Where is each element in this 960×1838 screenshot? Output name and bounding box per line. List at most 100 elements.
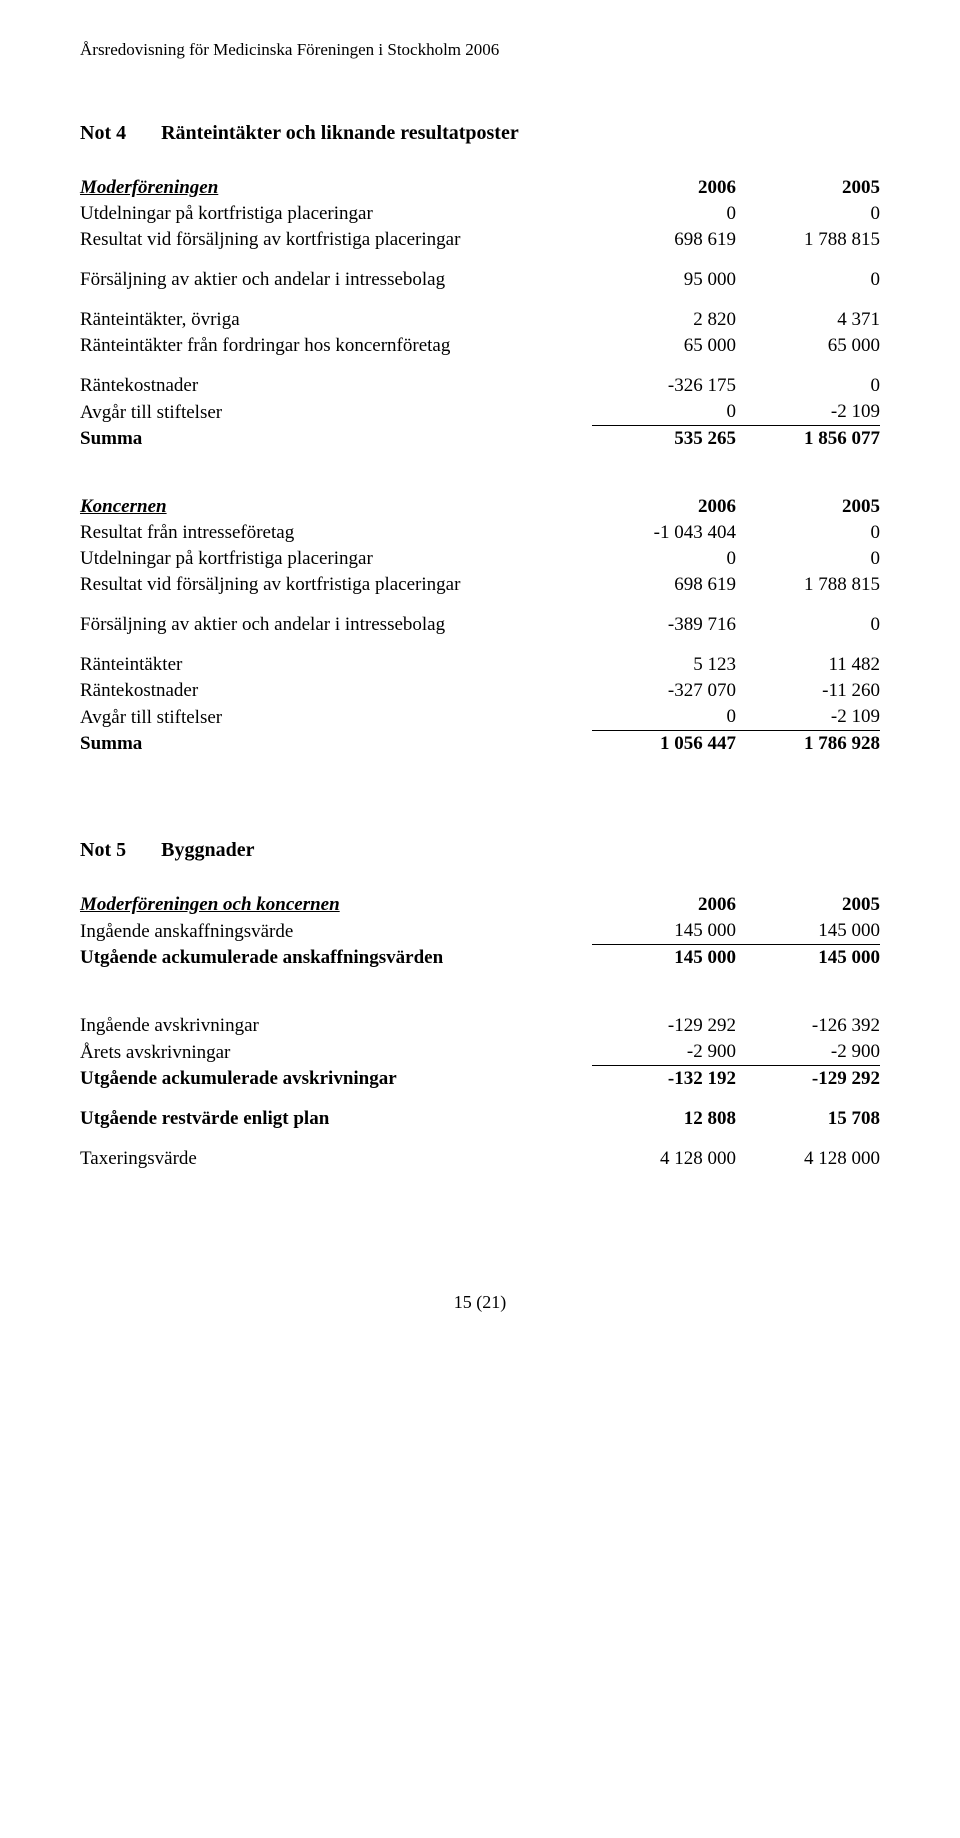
table-row: Försäljning av aktier och andelar i intr… (80, 612, 880, 638)
row-val-b: -2 109 (736, 399, 880, 426)
table-row: Räntekostnader -326 175 0 (80, 373, 880, 399)
table-row-summa: Summa 535 265 1 856 077 (80, 426, 880, 453)
table-row: Resultat vid försäljning av kortfristiga… (80, 572, 880, 598)
row-val-a: -326 175 (592, 373, 736, 399)
row-val-b: 0 (736, 201, 880, 227)
table-row: Ränteintäkter 5 123 11 482 (80, 652, 880, 678)
not5-title-text: Byggnader (161, 839, 254, 861)
table-row: Ingående anskaffningsvärde 145 000 145 0… (80, 918, 880, 945)
row-val-b: 1 856 077 (736, 426, 880, 453)
row-label: Utgående ackumulerade avskrivningar (80, 1066, 592, 1093)
not4-label: Not 4 (80, 122, 126, 144)
table-row: Avgår till stiftelser 0 -2 109 (80, 399, 880, 426)
row-val-a: 698 619 (592, 227, 736, 253)
row-val-b: 0 (736, 520, 880, 546)
row-label: Summa (80, 426, 592, 453)
row-label: Årets avskrivningar (80, 1039, 592, 1066)
not5-header: Moderföreningen och koncernen (80, 892, 592, 918)
row-val-a: -389 716 (592, 612, 736, 638)
table-row: Taxeringsvärde 4 128 000 4 128 000 (80, 1146, 880, 1172)
row-val-a: 535 265 (592, 426, 736, 453)
table-row: Resultat från intresseföretag -1 043 404… (80, 520, 880, 546)
not5-label: Not 5 (80, 839, 126, 861)
moder-year-a: 2006 (592, 175, 736, 201)
row-val-b: 1 788 815 (736, 572, 880, 598)
table-row-summa: Summa 1 056 447 1 786 928 (80, 731, 880, 758)
row-val-b: -11 260 (736, 678, 880, 704)
row-label: Avgår till stiftelser (80, 399, 592, 426)
row-val-b: 4 371 (736, 307, 880, 333)
row-val-a: 698 619 (592, 572, 736, 598)
page-header: Årsredovisning för Medicinska Föreningen… (80, 40, 880, 60)
row-label: Ingående anskaffningsvärde (80, 918, 592, 945)
row-label: Summa (80, 731, 592, 758)
row-val-a: 1 056 447 (592, 731, 736, 758)
table-row: Årets avskrivningar -2 900 -2 900 (80, 1039, 880, 1066)
row-val-b: 4 128 000 (736, 1146, 880, 1172)
row-label: Försäljning av aktier och andelar i intr… (80, 612, 592, 638)
table-row: Ingående avskrivningar -129 292 -126 392 (80, 1013, 880, 1039)
row-label: Resultat vid försäljning av kortfristiga… (80, 227, 592, 253)
koncernen-title: Koncernen (80, 494, 592, 520)
row-val-a: -2 900 (592, 1039, 736, 1066)
table-row: Resultat vid försäljning av kortfristiga… (80, 227, 880, 253)
row-label: Utgående restvärde enligt plan (80, 1106, 592, 1132)
koncernen-year-a: 2006 (592, 494, 736, 520)
row-label: Resultat vid försäljning av kortfristiga… (80, 572, 592, 598)
table-row: Utgående restvärde enligt plan 12 808 15… (80, 1106, 880, 1132)
table-row: Utdelningar på kortfristiga placeringar … (80, 201, 880, 227)
row-val-b: 0 (736, 546, 880, 572)
row-val-a: -129 292 (592, 1013, 736, 1039)
row-val-a: 0 (592, 704, 736, 731)
row-val-a: 0 (592, 201, 736, 227)
row-val-a: 5 123 (592, 652, 736, 678)
row-label: Räntekostnader (80, 678, 592, 704)
row-val-a: 145 000 (592, 945, 736, 972)
row-val-b: -2 900 (736, 1039, 880, 1066)
row-val-b: 11 482 (736, 652, 880, 678)
row-val-a: 0 (592, 399, 736, 426)
not5-title: Not 5 Byggnader (80, 837, 880, 864)
row-val-b: 65 000 (736, 333, 880, 359)
row-label: Taxeringsvärde (80, 1146, 592, 1172)
row-val-b: 15 708 (736, 1106, 880, 1132)
table-row: Ränteintäkter, övriga 2 820 4 371 (80, 307, 880, 333)
row-label: Resultat från intresseföretag (80, 520, 592, 546)
row-val-b: -129 292 (736, 1066, 880, 1093)
row-val-a: 2 820 (592, 307, 736, 333)
row-val-a: 12 808 (592, 1106, 736, 1132)
row-val-b: 0 (736, 612, 880, 638)
not4-title-text: Ränteintäkter och liknande resultatposte… (161, 122, 519, 144)
table-row: Utgående ackumulerade anskaffningsvärden… (80, 945, 880, 972)
row-val-b: -2 109 (736, 704, 880, 731)
row-val-b: 0 (736, 373, 880, 399)
not4-title: Not 4 Ränteintäkter och liknande resulta… (80, 120, 880, 147)
row-label: Utgående ackumulerade anskaffningsvärden (80, 945, 592, 972)
row-val-a: 4 128 000 (592, 1146, 736, 1172)
row-val-b: 0 (736, 267, 880, 293)
table-row: Utgående ackumulerade avskrivningar -132… (80, 1066, 880, 1093)
row-val-a: 95 000 (592, 267, 736, 293)
row-label: Ränteintäkter (80, 652, 592, 678)
not5-year-b: 2005 (736, 892, 880, 918)
row-label: Försäljning av aktier och andelar i intr… (80, 267, 592, 293)
row-label: Avgår till stiftelser (80, 704, 592, 731)
not4-table: Not 4 Ränteintäkter och liknande resulta… (80, 120, 880, 1172)
row-label: Ingående avskrivningar (80, 1013, 592, 1039)
row-label: Utdelningar på kortfristiga placeringar (80, 201, 592, 227)
row-label: Ränteintäkter, övriga (80, 307, 592, 333)
row-val-b: 1 786 928 (736, 731, 880, 758)
row-label: Ränteintäkter från fordringar hos koncer… (80, 333, 592, 359)
table-row: Ränteintäkter från fordringar hos koncer… (80, 333, 880, 359)
row-val-a: -327 070 (592, 678, 736, 704)
row-val-a: -132 192 (592, 1066, 736, 1093)
moder-title: Moderföreningen (80, 175, 592, 201)
row-val-b: 145 000 (736, 945, 880, 972)
row-val-b: 1 788 815 (736, 227, 880, 253)
koncernen-year-b: 2005 (736, 494, 880, 520)
row-label: Utdelningar på kortfristiga placeringar (80, 546, 592, 572)
row-val-a: -1 043 404 (592, 520, 736, 546)
page-footer: 15 (21) (80, 1292, 880, 1313)
row-val-a: 145 000 (592, 918, 736, 945)
table-row: Avgår till stiftelser 0 -2 109 (80, 704, 880, 731)
